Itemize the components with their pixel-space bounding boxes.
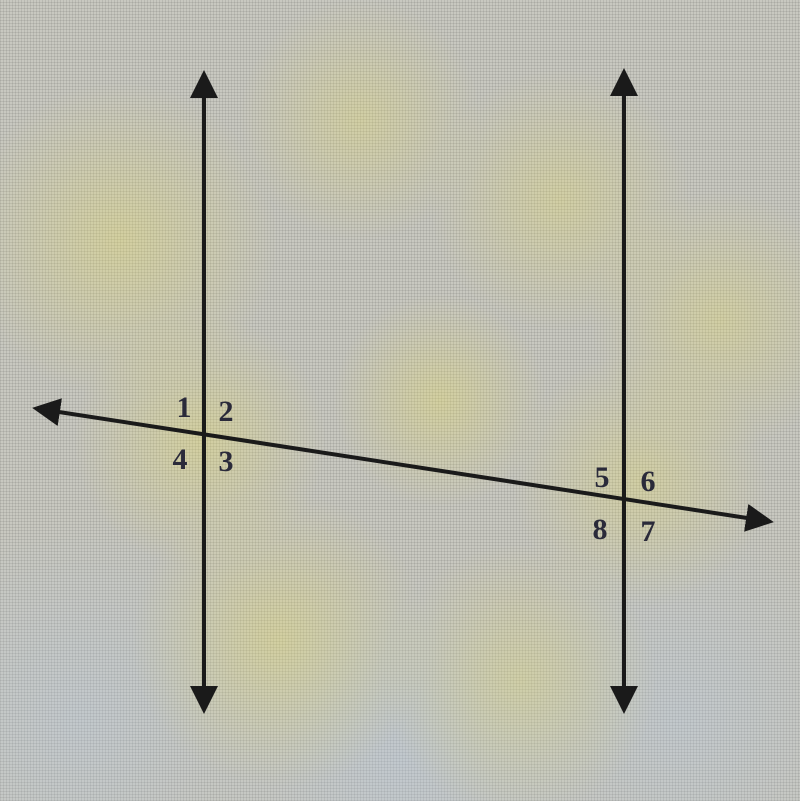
angle-label-4: 4 bbox=[173, 443, 188, 477]
parallel-lines-transversal-diagram bbox=[0, 0, 800, 801]
angle-label-6: 6 bbox=[641, 465, 656, 499]
angle-label-5: 5 bbox=[595, 461, 610, 495]
angle-label-3: 3 bbox=[219, 445, 234, 479]
angle-label-7: 7 bbox=[641, 515, 656, 549]
angle-label-8: 8 bbox=[593, 513, 608, 547]
angle-label-1: 1 bbox=[177, 391, 192, 425]
angle-label-2: 2 bbox=[219, 395, 234, 429]
